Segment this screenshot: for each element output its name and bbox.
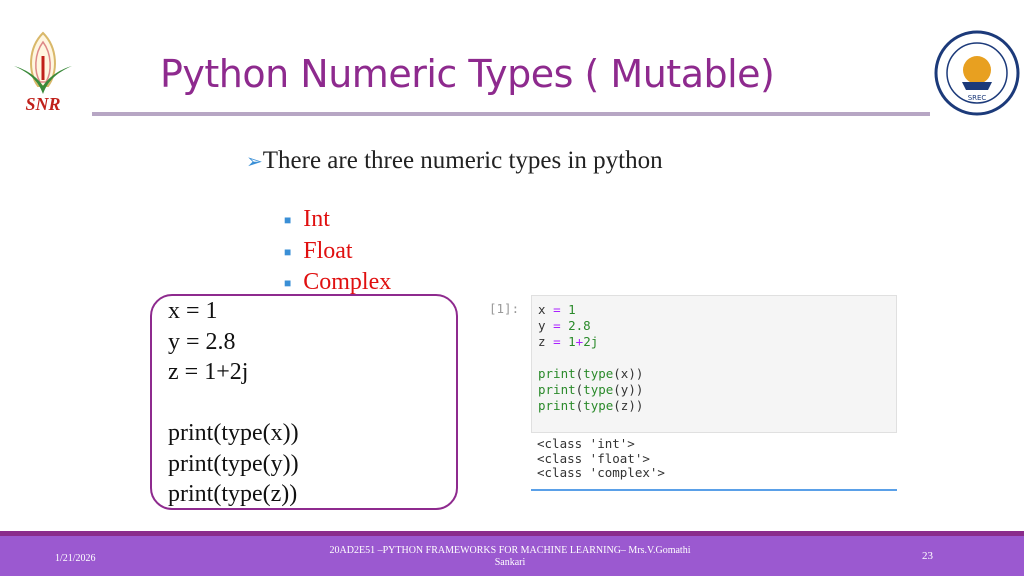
code-cell: x = 1 y = 2.8 z = 1+2j print(type(x)) pr… (531, 295, 897, 433)
output-line: <class 'int'> (537, 436, 635, 451)
output-line: <class 'complex'> (537, 465, 665, 480)
snr-trust-logo: SNR (14, 31, 72, 114)
type-item: ■ Float (284, 238, 353, 265)
footer-date: 1/21/2026 (55, 553, 96, 564)
bullet-label: There are three numeric types in python (262, 147, 663, 174)
code-box-frame (150, 294, 458, 510)
svg-text:SNR: SNR (25, 94, 60, 114)
cell-prompt: [1]: (489, 301, 520, 316)
title-divider (92, 112, 930, 116)
notebook-screenshot: [1]: x = 1 y = 2.8 z = 1+2j print(type(x… (487, 292, 897, 492)
type-item: ■ Complex (284, 269, 391, 296)
type-label: Complex (303, 269, 392, 295)
type-item: ■ Int (284, 206, 330, 233)
next-cell-border (531, 489, 897, 491)
square-bullet-icon: ■ (284, 212, 292, 227)
svg-text:SREC: SREC (968, 94, 987, 102)
type-label: Int (303, 206, 330, 232)
footer-stripe (0, 531, 1024, 536)
arrow-bullet-icon: ➢ (246, 151, 263, 173)
srec-seal-logo: SREC (934, 30, 1020, 116)
square-bullet-icon: ■ (284, 275, 292, 290)
footer-course: 20AD2E51 –PYTHON FRAMEWORKS FOR MACHINE … (300, 545, 720, 569)
bullet-text: ➢There are three numeric types in python (246, 146, 706, 177)
footer-author: Sankari (494, 557, 526, 568)
type-label: Float (303, 238, 353, 264)
cell-output: <class 'int'> <class 'float'> <class 'comp… (537, 436, 665, 481)
output-line: <class 'float'> (537, 450, 650, 466)
page-number: 23 (922, 550, 933, 562)
code-text: x = 1 y = 2.8 z = 1+2j print(type(x)) pr… (168, 298, 299, 507)
page-title: Python Numeric Types ( Mutable) (160, 52, 775, 96)
footer-course-line: 20AD2E51 –PYTHON FRAMEWORKS FOR MACHINE … (329, 545, 691, 556)
footer: 1/21/2026 20AD2E51 –PYTHON FRAMEWORKS FO… (0, 536, 1024, 576)
square-bullet-icon: ■ (284, 244, 292, 259)
